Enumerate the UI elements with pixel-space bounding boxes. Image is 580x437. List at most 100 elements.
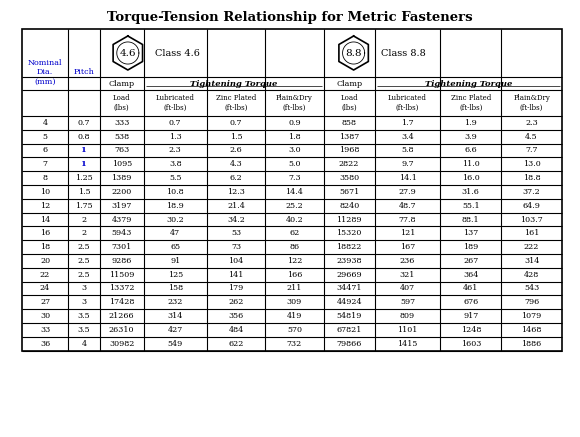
- Text: 14: 14: [40, 215, 50, 223]
- Text: 7.7: 7.7: [525, 146, 538, 155]
- Text: 4.3: 4.3: [230, 160, 242, 168]
- Text: 23938: 23938: [336, 257, 362, 265]
- Text: 3.5: 3.5: [78, 312, 90, 320]
- Text: 427: 427: [168, 326, 183, 334]
- Text: 314: 314: [168, 312, 183, 320]
- Text: 12.3: 12.3: [227, 188, 245, 196]
- Bar: [22, 29, 562, 350]
- Text: 125: 125: [168, 271, 183, 279]
- Text: 21.4: 21.4: [227, 202, 245, 210]
- Text: 5.0: 5.0: [288, 160, 300, 168]
- Text: 809: 809: [400, 312, 415, 320]
- Text: 236: 236: [400, 257, 415, 265]
- Text: 27: 27: [40, 298, 50, 306]
- Text: 47: 47: [170, 229, 180, 237]
- Text: 1387: 1387: [339, 133, 359, 141]
- Text: 3.5: 3.5: [78, 326, 90, 334]
- Text: 34471: 34471: [336, 284, 362, 292]
- Text: 419: 419: [287, 312, 302, 320]
- Text: 0.7: 0.7: [78, 119, 90, 127]
- Text: 5671: 5671: [339, 188, 359, 196]
- Text: 77.8: 77.8: [399, 215, 416, 223]
- Text: 917: 917: [463, 312, 478, 320]
- Text: Lubricated
(ft-lbs): Lubricated (ft-lbs): [388, 94, 427, 111]
- Text: 364: 364: [463, 271, 478, 279]
- Text: 15320: 15320: [336, 229, 362, 237]
- Text: 27.9: 27.9: [398, 188, 416, 196]
- Text: 1.5: 1.5: [230, 133, 242, 141]
- Text: 67821: 67821: [336, 326, 362, 334]
- Text: 0.9: 0.9: [288, 119, 301, 127]
- Text: 20: 20: [40, 257, 50, 265]
- Text: Nominal
Dia.
(mm): Nominal Dia. (mm): [28, 59, 63, 86]
- Text: 9286: 9286: [111, 257, 132, 265]
- Text: 5943: 5943: [111, 229, 132, 237]
- Text: 4.5: 4.5: [525, 133, 538, 141]
- Text: 4: 4: [42, 119, 48, 127]
- Text: 2: 2: [81, 215, 86, 223]
- Text: 7: 7: [42, 160, 48, 168]
- Text: 232: 232: [168, 298, 183, 306]
- Text: 11509: 11509: [109, 271, 135, 279]
- Text: 21266: 21266: [109, 312, 135, 320]
- Text: 88.1: 88.1: [462, 215, 480, 223]
- Text: 158: 158: [168, 284, 183, 292]
- Text: 428: 428: [524, 271, 539, 279]
- Text: 1.8: 1.8: [288, 133, 301, 141]
- Text: 3.9: 3.9: [465, 133, 477, 141]
- Text: 1095: 1095: [111, 160, 132, 168]
- Text: 0.7: 0.7: [169, 119, 182, 127]
- Text: 1.75: 1.75: [75, 202, 93, 210]
- Text: 538: 538: [114, 133, 129, 141]
- Text: 6.6: 6.6: [465, 146, 477, 155]
- Text: 2822: 2822: [339, 160, 360, 168]
- Text: 1.7: 1.7: [401, 119, 414, 127]
- Text: 166: 166: [287, 271, 302, 279]
- Text: 1101: 1101: [397, 326, 418, 334]
- Text: 2.6: 2.6: [230, 146, 242, 155]
- Text: 4: 4: [81, 340, 86, 348]
- Text: 4379: 4379: [111, 215, 132, 223]
- Text: 7301: 7301: [111, 243, 132, 251]
- Text: Zinc Plated
(ft-lbs): Zinc Plated (ft-lbs): [216, 94, 256, 111]
- Text: Tightening Torque: Tightening Torque: [425, 80, 512, 87]
- Text: 1.25: 1.25: [75, 174, 93, 182]
- Text: 5.5: 5.5: [169, 174, 182, 182]
- Text: 12: 12: [40, 202, 50, 210]
- Text: 570: 570: [287, 326, 302, 334]
- Text: 65: 65: [170, 243, 180, 251]
- Text: 29669: 29669: [336, 271, 362, 279]
- Text: 461: 461: [463, 284, 478, 292]
- Text: 549: 549: [168, 340, 183, 348]
- Text: 211: 211: [287, 284, 302, 292]
- Text: 1603: 1603: [461, 340, 481, 348]
- Text: 11.0: 11.0: [462, 160, 480, 168]
- Text: 3.8: 3.8: [169, 160, 182, 168]
- Text: 3.0: 3.0: [288, 146, 301, 155]
- Text: 676: 676: [463, 298, 478, 306]
- Text: 22: 22: [40, 271, 50, 279]
- Text: 3197: 3197: [111, 202, 132, 210]
- Text: 1886: 1886: [521, 340, 542, 348]
- Text: 4.6: 4.6: [119, 49, 136, 58]
- Text: 141: 141: [229, 271, 244, 279]
- Text: 18.8: 18.8: [523, 174, 541, 182]
- Text: 16.0: 16.0: [462, 174, 480, 182]
- Text: 8: 8: [42, 174, 48, 182]
- Text: 2.5: 2.5: [78, 257, 90, 265]
- Text: Clamp: Clamp: [108, 80, 135, 87]
- Text: 137: 137: [463, 229, 478, 237]
- Text: 8240: 8240: [339, 202, 359, 210]
- Text: 796: 796: [524, 298, 539, 306]
- Text: 18.9: 18.9: [166, 202, 184, 210]
- Text: 79866: 79866: [336, 340, 362, 348]
- Text: 121: 121: [400, 229, 415, 237]
- Text: 36: 36: [40, 340, 50, 348]
- Text: 407: 407: [400, 284, 415, 292]
- Text: 597: 597: [400, 298, 415, 306]
- Text: 763: 763: [114, 146, 129, 155]
- Text: 103.7: 103.7: [520, 215, 543, 223]
- Text: 543: 543: [524, 284, 539, 292]
- Text: 104: 104: [229, 257, 244, 265]
- Text: 2.3: 2.3: [169, 146, 182, 155]
